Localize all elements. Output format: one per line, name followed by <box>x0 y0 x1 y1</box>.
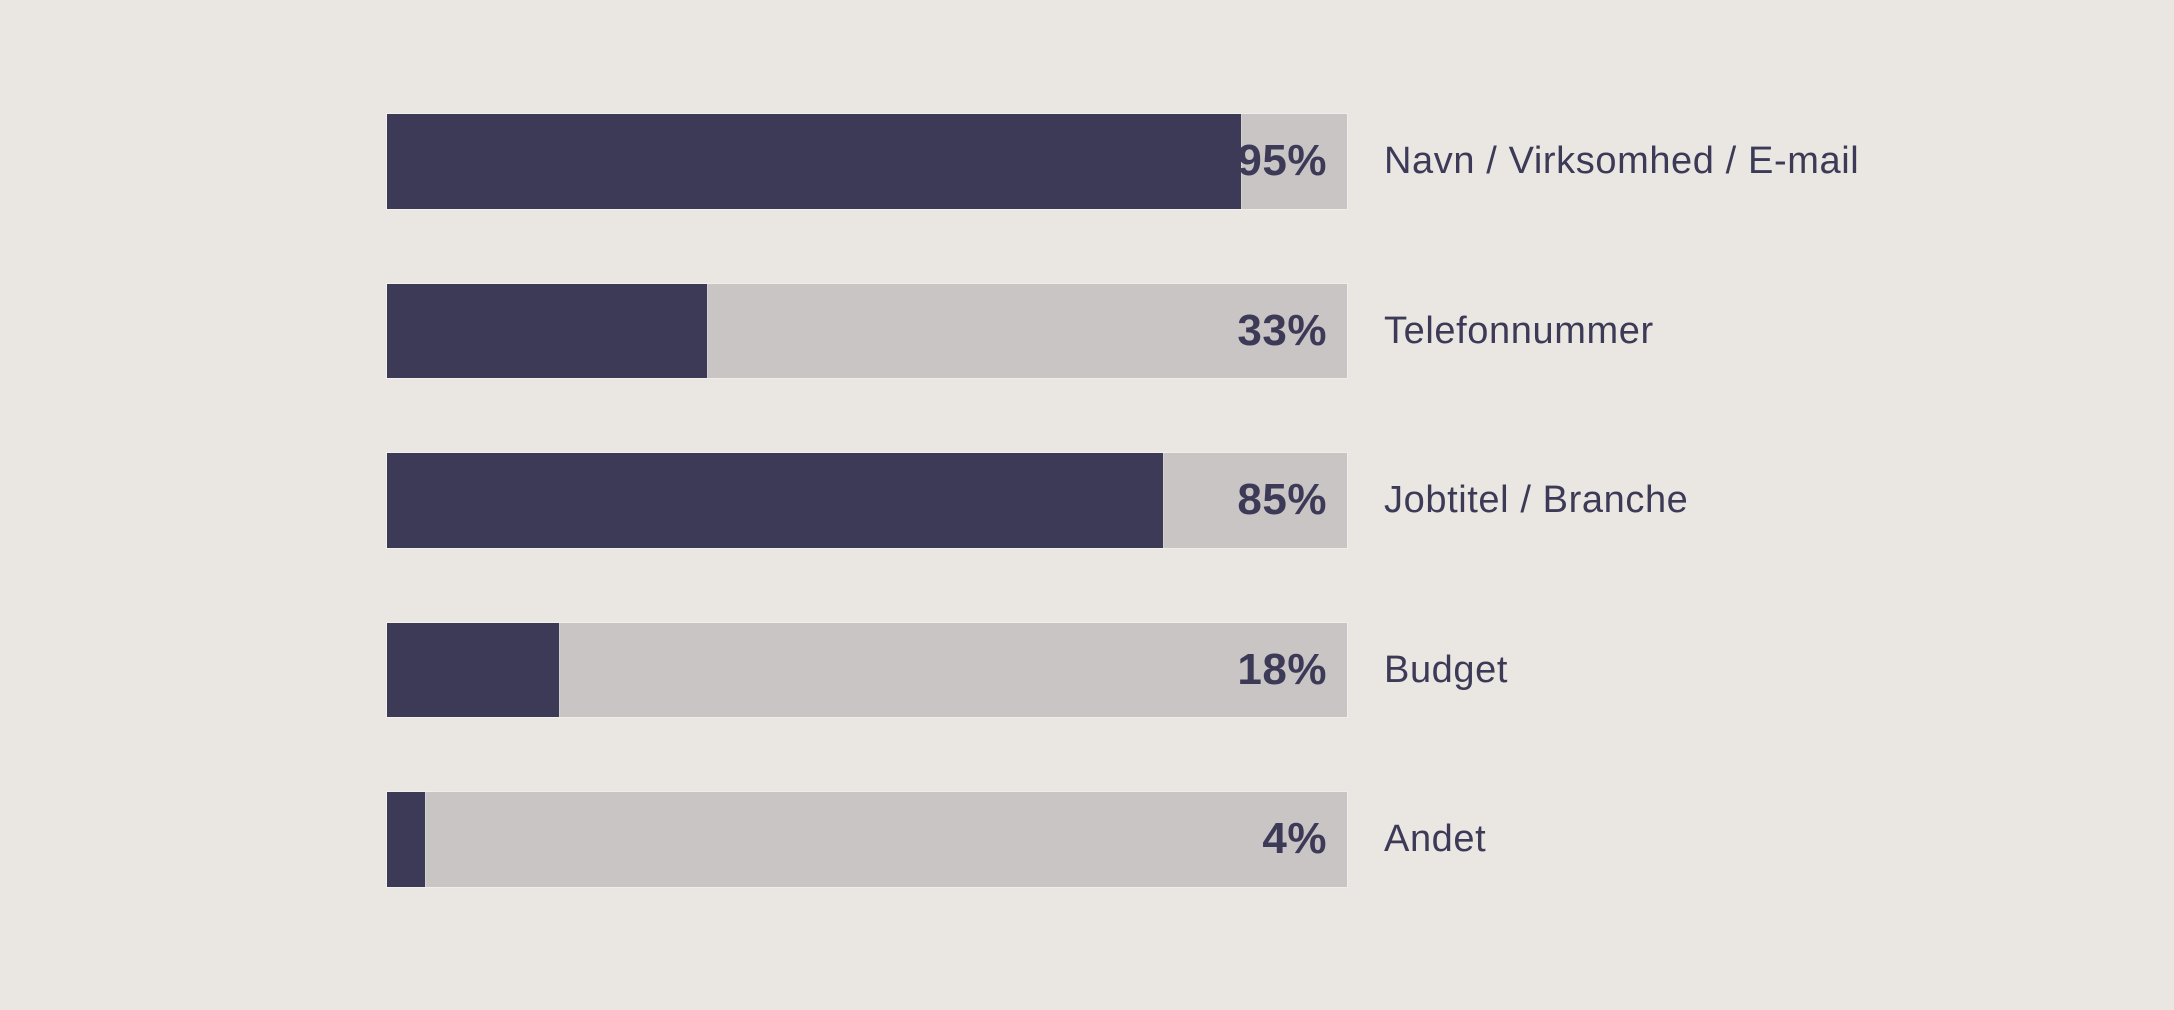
bar-category-label: Budget <box>1384 648 1509 691</box>
bar-row: 85% Jobtitel / Branche <box>387 453 1859 548</box>
bar-value-label: 85% <box>1237 475 1327 525</box>
bar-value-label: 18% <box>1237 644 1327 694</box>
bar-fill <box>387 622 559 717</box>
bar-category-label: Andet <box>1384 818 1487 861</box>
bar-rows: 95% Navn / Virksomhed / E-mail 33% Telef… <box>387 114 1859 887</box>
bar-track: 18% <box>387 622 1347 717</box>
bar-fill <box>387 792 426 887</box>
bar-category-label: Telefonnummer <box>1384 309 1654 352</box>
bar-value-label: 95% <box>1237 136 1327 186</box>
bar-category-label: Jobtitel / Branche <box>1384 479 1689 522</box>
bar-row: 95% Navn / Virksomhed / E-mail <box>387 114 1859 209</box>
bar-value-label: 33% <box>1237 305 1327 355</box>
bar-track: 4% <box>387 792 1347 887</box>
bar-track: 85% <box>387 453 1347 548</box>
bar-track: 33% <box>387 283 1347 378</box>
bar-fill <box>387 283 707 378</box>
bar-track: 95% <box>387 114 1347 209</box>
bar-row: 18% Budget <box>387 622 1859 717</box>
bar-fill <box>387 453 1163 548</box>
bar-row: 4% Andet <box>387 792 1859 887</box>
bar-category-label: Navn / Virksomhed / E-mail <box>1384 140 1860 183</box>
bar-value-label: 4% <box>1262 814 1327 864</box>
bar-fill <box>387 114 1242 209</box>
bar-row: 33% Telefonnummer <box>387 283 1859 378</box>
